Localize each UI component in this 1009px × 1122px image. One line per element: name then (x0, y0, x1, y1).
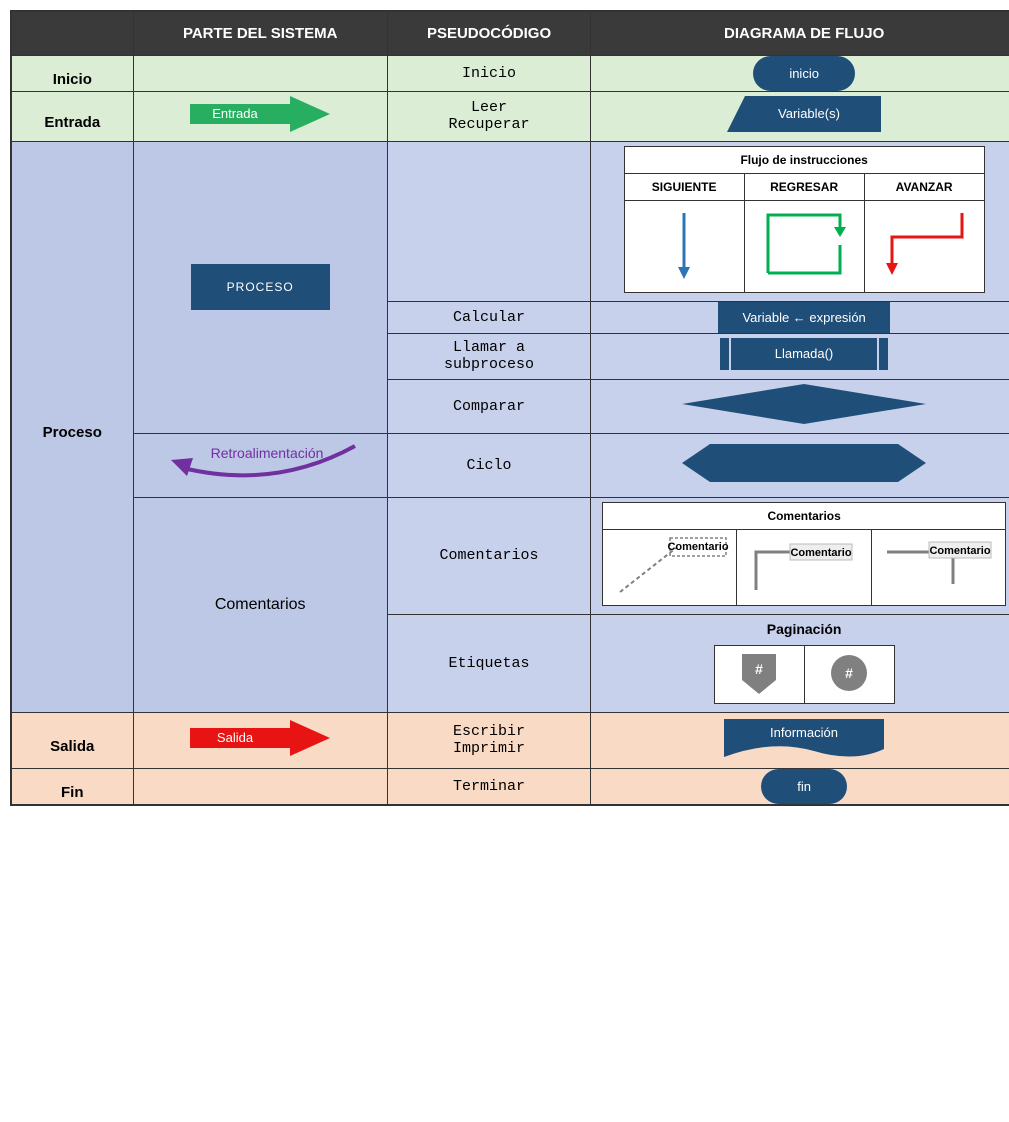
pseudo-comparar: Comparar (387, 379, 590, 433)
terminator-inicio-shape: inicio (753, 56, 855, 91)
proceso-box-shape: PROCESO (191, 264, 330, 310)
shield-tag-icon: # (734, 650, 784, 696)
header-sistema: PARTE DEL SISTEMA (133, 11, 387, 55)
flujo-cell-siguiente (624, 200, 744, 292)
flujo-inner-table: Flujo de instrucciones SIGUIENTE REGRESA… (624, 146, 985, 293)
header-row: PARTE DEL SISTEMA PSEUDOCÓDIGO DIAGRAMA … (11, 11, 1009, 55)
retro-text: Retroalimentación (211, 445, 324, 461)
sys-fin (133, 768, 387, 805)
row-entrada: Entrada Entrada Leer Recuperar Variable(… (11, 91, 1009, 141)
label-entrada: Entrada (11, 91, 133, 141)
sys-salida: Salida (133, 712, 387, 768)
comentario-style-3: Comentario (871, 529, 1005, 605)
diag-comparar (591, 379, 1009, 433)
comment-t-icon: Comentario (879, 534, 999, 598)
retro-arrow-icon: Retroalimentación (145, 434, 375, 492)
pseudo-flujo-blank (387, 141, 590, 301)
circle-tag-icon: # (824, 650, 874, 696)
pseudo-comentarios: Comentarios (387, 497, 590, 614)
flujo-title: Flujo de instrucciones (624, 146, 984, 173)
comment-bracket-icon: Comentario (744, 534, 864, 598)
row-proceso-flujo: Proceso PROCESO Flujo de instrucciones S… (11, 141, 1009, 301)
diag-calcular: Variable ← expresión (591, 301, 1009, 333)
row-comentarios: Comentarios Comentarios Comentarios Come… (11, 497, 1009, 614)
forward-jump-icon (874, 205, 974, 285)
diag-ciclo (591, 433, 1009, 497)
arrow-salida-text: Salida (217, 730, 254, 745)
flujo-col-avanzar: AVANZAR (864, 173, 984, 200)
comentarios-title: Comentarios (602, 502, 1005, 529)
comment-label-1: Comentario (667, 541, 728, 553)
hexagon-loop-shape (674, 438, 934, 488)
diag-entrada: Variable(s) (591, 91, 1009, 141)
pagination-circle: # (804, 645, 894, 703)
arrow-down-icon (659, 205, 709, 285)
paginacion-inner-table: # # (714, 645, 895, 704)
sys-entrada: Entrada (133, 91, 387, 141)
label-proceso: Proceso (11, 141, 133, 712)
subprocess-shape: Llamada() (714, 334, 894, 374)
pseudo-etiquetas: Etiquetas (387, 614, 590, 712)
label-fin: Fin (11, 768, 133, 805)
label-salida: Salida (11, 712, 133, 768)
arrow-entrada-text: Entrada (212, 106, 258, 121)
document-text: Información (770, 725, 838, 740)
shield-hash: # (755, 661, 763, 677)
diag-flujo: Flujo de instrucciones SIGUIENTE REGRESA… (591, 141, 1009, 301)
row-salida: Salida Salida Escribir Imprimir Informac… (11, 712, 1009, 768)
pseudo-fin: Terminar (387, 768, 590, 805)
terminator-fin-shape: fin (761, 769, 847, 804)
sys-proceso-box: PROCESO (133, 141, 387, 433)
parallelogram-input-text: Variable(s) (778, 106, 840, 121)
diag-salida: Información (591, 712, 1009, 768)
comment-label-3: Comentario (929, 545, 990, 557)
diag-etiquetas: Paginación # # (591, 614, 1009, 712)
flowchart-reference-table: PARTE DEL SISTEMA PSEUDOCÓDIGO DIAGRAMA … (10, 10, 1009, 806)
sys-retro: Retroalimentación (133, 433, 387, 497)
header-blank (11, 11, 133, 55)
pseudo-entrada: Leer Recuperar (387, 91, 590, 141)
diag-inicio: inicio (591, 55, 1009, 91)
diag-comentarios: Comentarios Comentario Comentar (591, 497, 1009, 614)
row-inicio: Inicio Inicio inicio (11, 55, 1009, 91)
pseudo-calcular: Calcular (387, 301, 590, 333)
pseudo-salida: Escribir Imprimir (387, 712, 590, 768)
flujo-col-siguiente: SIGUIENTE (624, 173, 744, 200)
diag-llamar: Llamada() (591, 333, 1009, 379)
decision-diamond-shape (674, 380, 934, 428)
pseudo-inicio: Inicio (387, 55, 590, 91)
circle-hash: # (845, 665, 853, 681)
pseudo-ciclo: Ciclo (387, 433, 590, 497)
row-fin: Fin Terminar fin (11, 768, 1009, 805)
loop-back-icon (754, 205, 854, 285)
comment-dashed-icon: Comentario (610, 534, 730, 598)
comment-label-2: Comentario (791, 547, 852, 559)
sys-inicio (133, 55, 387, 91)
flujo-col-regresar: REGRESAR (744, 173, 864, 200)
comentario-style-1: Comentario (602, 529, 736, 605)
parallelogram-input-shape: Variable(s) (719, 92, 889, 136)
subprocess-text: Llamada() (775, 346, 834, 361)
diag-fin: fin (591, 768, 1009, 805)
sys-comentarios: Comentarios (133, 497, 387, 712)
comentario-style-2: Comentario (737, 529, 871, 605)
flujo-cell-avanzar (864, 200, 984, 292)
pseudo-llamar: Llamar a subproceso (387, 333, 590, 379)
document-shape: Información (714, 713, 894, 763)
comentarios-inner-table: Comentarios Comentario Comentar (602, 502, 1006, 606)
arrow-entrada-icon: Entrada (180, 94, 340, 134)
paginacion-title: Paginación (591, 615, 1009, 641)
header-pseudo: PSEUDOCÓDIGO (387, 11, 590, 55)
flujo-cell-regresar (744, 200, 864, 292)
label-inicio: Inicio (11, 55, 133, 91)
process-shape-calcular: Variable ← expresión (718, 302, 889, 333)
header-diagrama: DIAGRAMA DE FLUJO (591, 11, 1009, 55)
arrow-salida-icon: Salida (180, 718, 340, 758)
pagination-shield: # (714, 645, 804, 703)
row-ciclo: Retroalimentación Ciclo (11, 433, 1009, 497)
